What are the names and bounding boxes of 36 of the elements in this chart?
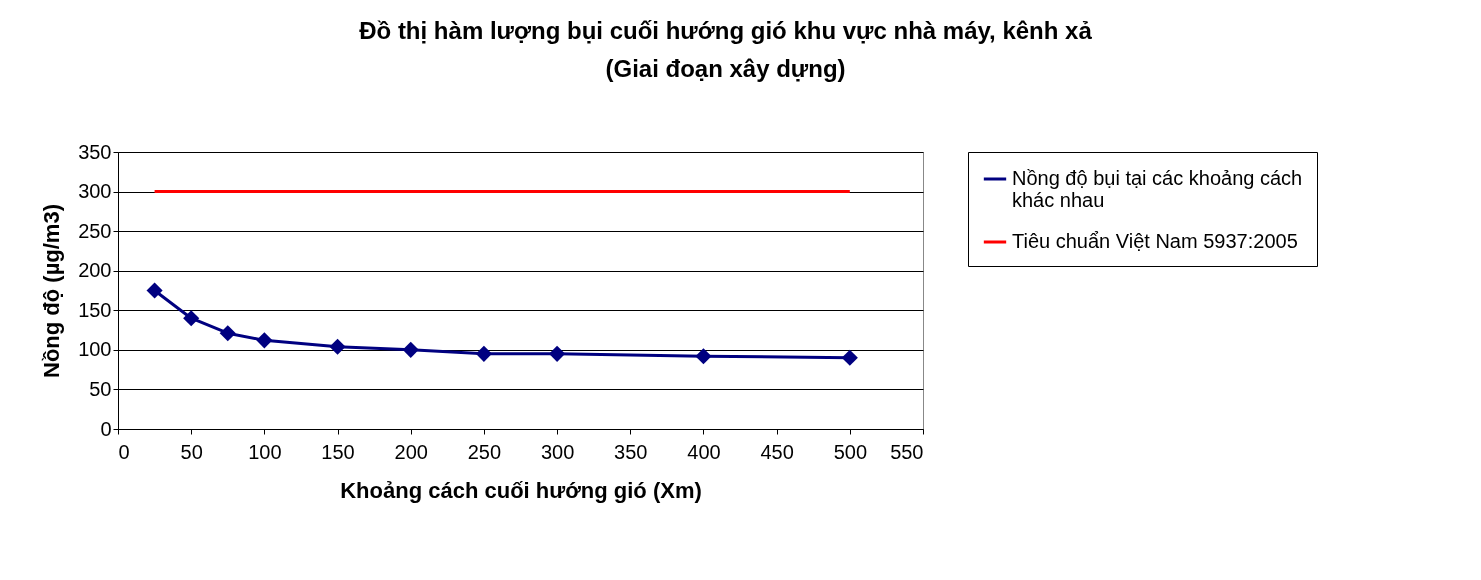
legend-label: Nồng độ bụi tại các khoảng cách khác nhau — [1012, 167, 1303, 211]
point — [841, 349, 858, 366]
x-tick-label: 350 — [614, 440, 648, 463]
point — [146, 282, 163, 299]
x-tick-label: 400 — [687, 440, 721, 463]
y-tick-label: 300 — [78, 180, 112, 203]
y-tick-label: 150 — [78, 298, 112, 321]
chart-title: Đồ thị hàm lượng bụi cuối hướng gió khu vực nhà máy, kênh xả — [359, 17, 1093, 44]
y-tick-label: 250 — [78, 219, 112, 242]
x-tick-label: 450 — [760, 440, 794, 463]
x-tick-label: 300 — [540, 440, 575, 463]
point — [475, 345, 492, 362]
point — [549, 345, 566, 362]
y-tick-label: 50 — [89, 377, 112, 400]
y-tick-label: 100 — [78, 338, 112, 361]
point — [256, 332, 273, 349]
x-tick-label: 150 — [321, 440, 355, 463]
y-axis-title: Nồng độ (µg/m3) — [39, 204, 65, 378]
point — [329, 338, 346, 355]
legend-label: Tiêu chuẩn Việt Nam 5937:2005 — [1012, 230, 1298, 252]
x-tick-label: 0 — [118, 440, 130, 463]
x-tick-label: 550 — [890, 440, 924, 463]
point — [183, 310, 200, 327]
point — [402, 341, 419, 358]
y-tick-label: 200 — [78, 259, 112, 282]
x-tick-label: 500 — [833, 440, 868, 463]
point — [695, 348, 712, 365]
x-tick-label: 50 — [180, 440, 203, 463]
x-tick-label: 200 — [394, 440, 428, 463]
chart-subtitle: (Giai đoạn xây dựng) — [605, 55, 846, 82]
y-tick-label: 0 — [100, 417, 112, 440]
point — [219, 325, 236, 342]
x-axis-title: Khoảng cách cuối hướng gió (Xm) — [340, 477, 702, 503]
x-tick-label: 250 — [467, 440, 502, 463]
y-tick-label: 350 — [78, 140, 112, 163]
x-tick-label: 100 — [248, 440, 282, 463]
